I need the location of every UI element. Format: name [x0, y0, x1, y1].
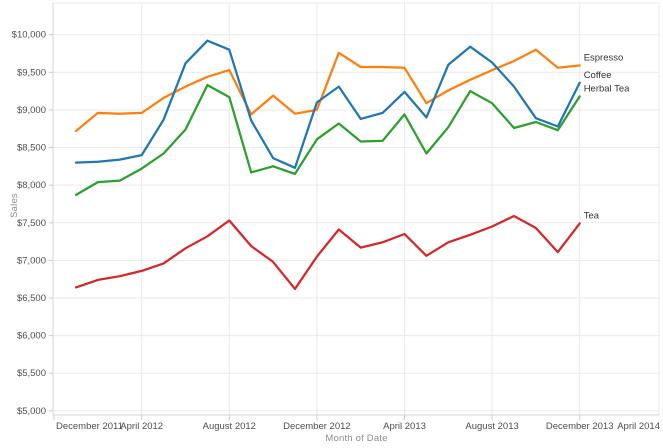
series-end-label-coffee: Coffee [584, 70, 612, 81]
x-tick-label: December 2011 [56, 421, 123, 432]
x-tick-label: April 2014 [617, 421, 660, 432]
series-line-coffee[interactable] [74, 39, 581, 169]
x-tick-label: December 2013 [546, 421, 614, 432]
y-tick-label: $8,000 [17, 180, 46, 191]
series-end-label-herbal-tea: Herbal Tea [584, 83, 630, 94]
y-tick-label: $8,500 [17, 143, 46, 154]
series-line-tea[interactable] [74, 214, 581, 291]
y-tick-label: $10,000 [12, 30, 46, 41]
y-tick-label: $5,000 [17, 406, 46, 417]
x-axis-title: Month of Date [325, 433, 388, 444]
y-tick-label: $6,500 [17, 293, 46, 304]
series-end-label-espresso: Espresso [584, 53, 624, 64]
y-tick-label: $9,500 [17, 67, 46, 78]
y-tick-label: $7,000 [17, 255, 46, 266]
series-line-espresso[interactable] [74, 48, 581, 133]
series-line-herbal-tea[interactable] [74, 83, 581, 197]
x-tick-label: December 2012 [283, 421, 351, 432]
y-tick-label: $5,500 [17, 368, 46, 379]
series-end-label-tea: Tea [584, 211, 600, 222]
y-axis-title: Sales [8, 193, 20, 218]
x-tick-label: August 2013 [465, 421, 518, 432]
x-tick-label: August 2012 [203, 421, 256, 432]
y-tick-label: $9,000 [17, 105, 46, 116]
x-tick-label: April 2013 [383, 421, 426, 432]
x-tick-label: April 2012 [120, 421, 163, 432]
y-tick-label: $7,500 [17, 218, 46, 229]
y-tick-label: $6,000 [17, 331, 46, 342]
